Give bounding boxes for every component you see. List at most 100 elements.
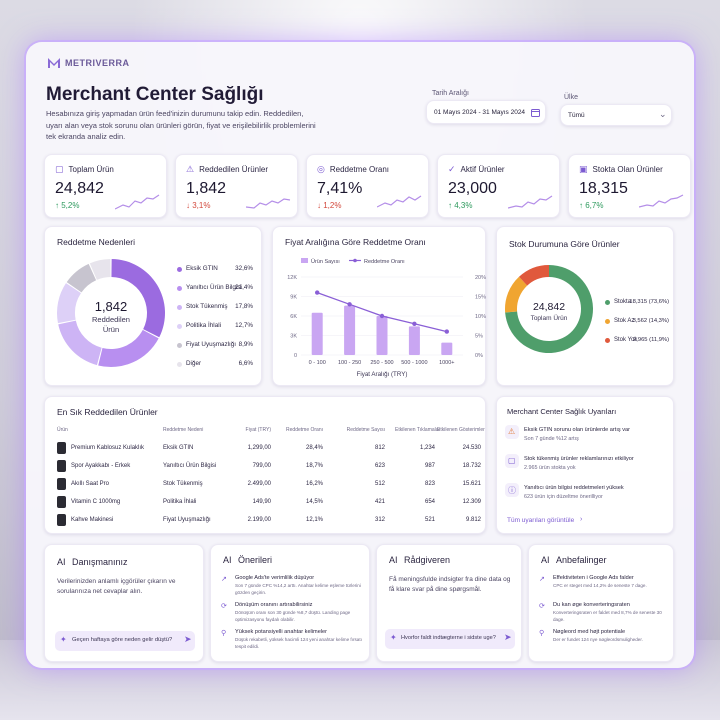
bar[interactable] — [408, 326, 420, 355]
brand-logo[interactable]: METRIVERRA — [48, 58, 130, 68]
product-name[interactable]: Spor Ayakkabı - Erkek — [71, 463, 131, 469]
product-name[interactable]: Kahve Makinesi — [71, 517, 114, 523]
ai-assistant-prompt-box[interactable]: ✦ Geçen haftaya göre neden gelir düştü? … — [55, 631, 195, 651]
table-cell: Stok Tükenmiş — [163, 481, 203, 487]
kpi-card[interactable]: ✓ Aktif Ürünler 23,000 ↑ 4,3% — [437, 154, 560, 218]
ai-item-subtitle: Son 7 günde CPC %14,2 arttı. Anahtar kel… — [235, 583, 361, 595]
view-all-alerts-link[interactable]: Tüm uyarıları görüntüle — [507, 517, 575, 524]
table-cell: 623 — [374, 463, 385, 469]
bar[interactable] — [344, 305, 356, 355]
donut-slice[interactable] — [519, 265, 549, 286]
ai-item-title[interactable]: Du kan øge konverteringsraten — [553, 602, 630, 608]
send-icon[interactable]: ➤ — [184, 634, 192, 644]
legend-value: 6,6% — [238, 360, 253, 367]
kpi-delta: ↑ 5,2% — [55, 201, 80, 210]
product-thumbnail — [57, 442, 66, 454]
trend-up-icon: ↗ — [539, 576, 545, 583]
date-range-picker[interactable]: 01 Mayıs 2024 - 31 Mayıs 2024 — [426, 100, 546, 124]
donut-slice[interactable] — [58, 320, 102, 366]
table-header[interactable]: Fiyat (TRY) — [245, 427, 271, 433]
alert-title[interactable]: Eksik GTIN sorunu olan ürünlerde artış v… — [524, 427, 631, 433]
legend-dot — [605, 300, 610, 305]
reasons-donut-chart — [57, 259, 165, 367]
kpi-title: Aktif Ürünler — [460, 165, 505, 174]
send-icon[interactable]: ➤ — [504, 632, 512, 642]
legend-value: 21,4% — [235, 284, 253, 291]
alert-title[interactable]: Stok tükenmiş ürünler reklamlarınızı etk… — [524, 456, 634, 462]
ai-recommendations-card: AI Anbefalinger ↗ Effektiviteten i Google… — [528, 544, 674, 662]
y-tick-right: 5% — [475, 334, 483, 340]
table-cell: 15.621 — [462, 481, 481, 487]
legend-label: Stokta — [614, 299, 632, 305]
alerts-title: Merchant Center Sağlık Uyarıları — [507, 407, 617, 416]
chevron-right-icon: › — [580, 516, 583, 523]
y-tick-right: 10% — [475, 314, 486, 320]
bar[interactable] — [441, 342, 453, 355]
kpi-card[interactable]: ▣ Stokta Olan Ürünler 18,315 ↑ 6,7% — [568, 154, 691, 218]
donut-slice[interactable] — [98, 329, 159, 367]
donut-slice[interactable] — [66, 263, 97, 293]
legend-label: Fiyat Uyuşmazlığı — [186, 341, 237, 348]
ai-item-title[interactable]: Yüksek potansiyelli anahtar kelimeler — [235, 629, 328, 635]
table-header[interactable]: Reddetme Oranı — [286, 427, 323, 433]
ai-item-title[interactable]: Effektiviteten i Google Ads falder — [553, 575, 634, 581]
kpi-card[interactable]: ▢ Toplam Ürün 24,842 ↑ 5,2% — [44, 154, 167, 218]
line-point[interactable] — [444, 329, 449, 334]
table-header[interactable]: Reddetme Sayısı — [346, 427, 385, 433]
page-description: Hesabınıza giriş yapmadan ürün feed'iniz… — [46, 109, 316, 141]
alert-icon-bg — [505, 483, 519, 497]
legend-value: 2,965 (11,9%) — [633, 337, 669, 343]
date-range-label: Tarih Aralığı — [432, 90, 469, 97]
table-header[interactable]: Reddetme Nedeni — [163, 427, 204, 433]
kpi-delta: ↑ 4,3% — [448, 201, 473, 210]
table-cell: 1,234 — [419, 445, 435, 451]
ai-item-subtitle: Dönüşüm oranı son 30 günde %8,7 düştü. L… — [235, 610, 351, 622]
check-badge-icon: ✓ — [448, 164, 456, 174]
alert-title[interactable]: Yanıltıcı ürün bilgisi reddetmeleri yüks… — [524, 485, 624, 491]
country-select[interactable]: Tümü ⌄ — [560, 104, 672, 126]
legend-value: 8,9% — [238, 341, 253, 348]
table-cell: Politika İhlali — [163, 499, 197, 505]
y-tick-right: 20% — [475, 275, 486, 281]
donut-slice[interactable] — [505, 276, 528, 313]
kpi-card[interactable]: ⚠ Reddedilen Ürünler 1,842 ↓ 3,1% — [175, 154, 298, 218]
legend-dot — [177, 324, 182, 329]
bar[interactable] — [311, 312, 323, 355]
legend-value: 32,6% — [235, 265, 253, 272]
bar[interactable] — [376, 316, 388, 355]
box-icon: ▢ — [508, 456, 516, 465]
kpi-title-row: ▣ Stokta Olan Ürünler — [579, 164, 663, 175]
line-point[interactable] — [315, 290, 320, 295]
legend-label: Eksik GTIN — [186, 265, 218, 272]
product-name[interactable]: Vitamin C 1000mg — [71, 499, 121, 505]
product-name[interactable]: Premium Kablosuz Kulaklık — [71, 445, 145, 451]
line-point[interactable] — [412, 321, 417, 326]
donut-slice[interactable] — [89, 259, 111, 280]
table-header[interactable]: Ürün — [57, 427, 68, 433]
legend-label: Stok Az — [614, 318, 635, 324]
table-title: En Sık Reddedilen Ürünler — [57, 407, 158, 417]
line-point[interactable] — [347, 302, 352, 307]
kpi-card[interactable]: ◎ Reddetme Oranı 7,41% ↓ 1,2% — [306, 154, 429, 218]
reasons-center-value: 1,842 — [94, 299, 128, 314]
y-tick-left: 0 — [294, 353, 297, 359]
ai-advisor-prompt-box[interactable]: ✦ Hvorfor faldt indtægterne i sidste uge… — [385, 629, 515, 649]
ai-item-title[interactable]: Dönüşüm oranını artırabilirsiniz — [235, 602, 313, 608]
donut-slice[interactable] — [57, 283, 81, 324]
ai-item-subtitle: CPC er steget med 14,2% de seneste 7 dag… — [553, 583, 647, 588]
ai-item-title[interactable]: Google Ads'te verimlilik düşüyor — [235, 575, 315, 581]
box-icon: ▢ — [55, 164, 64, 174]
table-cell: 521 — [424, 517, 435, 523]
donut-slice[interactable] — [111, 259, 165, 338]
product-name[interactable]: Akıllı Saat Pro — [71, 481, 110, 487]
line-point[interactable] — [379, 313, 385, 319]
stock-donut-chart — [505, 265, 593, 353]
table-cell: 421 — [374, 499, 385, 505]
table-header[interactable]: Etkilenen Tıklamalar — [395, 427, 441, 433]
table-header[interactable]: Etkilenen Gösterimler — [437, 427, 485, 433]
stock-title: Stok Durumuna Göre Ürünler — [509, 239, 620, 249]
ai-item-title[interactable]: Nøgleord med højt potentiale — [553, 629, 626, 635]
table-cell: 149,90 — [252, 499, 271, 505]
stock-center-label: Toplam Ürün — [530, 315, 568, 322]
table-cell: 16,2% — [305, 481, 323, 487]
